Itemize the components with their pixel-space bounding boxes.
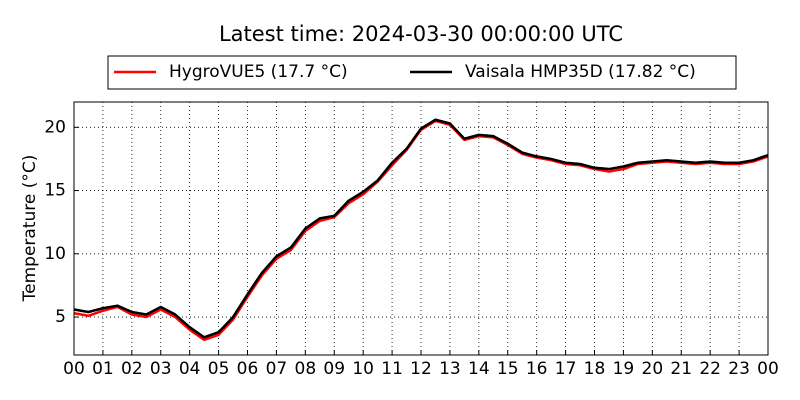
x-tick-label: 03 [150,359,172,379]
x-tick-label: 09 [323,359,345,379]
x-tick-label: 21 [670,359,692,379]
y-tick-label: 5 [55,307,66,327]
x-tick-label: 12 [410,359,432,379]
plot-frame [73,101,769,356]
legend-label: HygroVUE5 (17.7 °C) [169,62,348,82]
chart-title: Latest time: 2024-03-30 00:00:00 UTC [219,22,623,46]
y-tick-label: 15 [44,181,66,201]
y-axis-label: Temperature (°C) [20,155,40,303]
x-tick-label: 16 [526,359,548,379]
x-tick-label: 11 [381,359,403,379]
x-tick-label: 20 [642,359,664,379]
x-tick-label: 08 [295,359,317,379]
x-tick-label: 04 [179,359,201,379]
x-tick-label: 13 [439,359,461,379]
x-tick-label: 01 [92,359,114,379]
y-tick-label: 20 [44,117,66,137]
x-tick-label: 00 [757,359,779,379]
x-tick-label: 14 [468,359,490,379]
x-tick-label: 02 [121,359,143,379]
x-tick-label: 17 [555,359,577,379]
x-tick-label: 23 [728,359,750,379]
x-tick-label: 15 [497,359,519,379]
y-tick-label: 10 [44,244,66,264]
x-tick-label: 05 [208,359,230,379]
x-tick-label: 18 [584,359,606,379]
x-tick-label: 00 [63,359,85,379]
x-tick-label: 10 [352,359,374,379]
x-tick-label: 07 [266,359,288,379]
data-line [73,118,769,339]
legend-label: Vaisala HMP35D (17.82 °C) [465,62,696,82]
x-tick-label: 19 [613,359,635,379]
x-tick-label: 22 [699,359,721,379]
x-tick-label: 06 [237,359,259,379]
